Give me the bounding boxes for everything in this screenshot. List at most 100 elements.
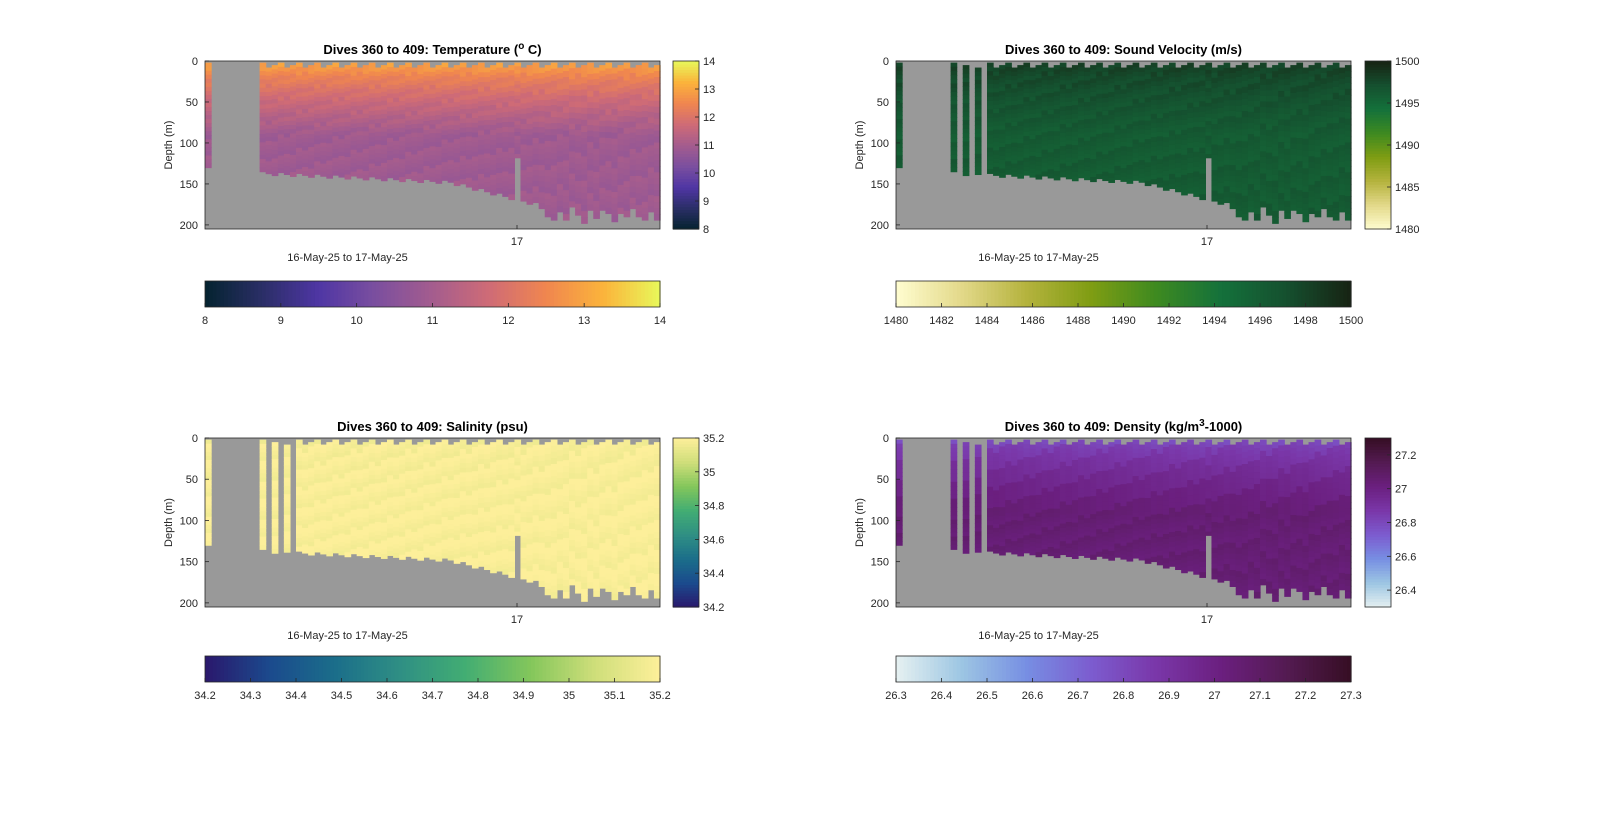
data-cell [496,464,503,471]
data-cell [411,453,418,459]
data-cell [350,171,358,177]
data-cell [1047,169,1055,175]
data-cell [283,100,291,106]
data-cell [635,111,643,119]
data-cell [314,101,321,107]
data-cell [496,92,503,99]
data-cell [302,490,309,496]
data-cell [441,494,449,500]
data-cell [411,536,418,542]
data-cell [1217,182,1225,189]
data-cell [387,98,394,104]
data-cell [453,74,461,80]
data-cell [465,458,473,464]
data-cell [641,129,649,136]
data-cell [1120,128,1128,134]
data-cell [508,70,515,77]
data-cell [1199,178,1206,185]
data-cell [374,161,382,167]
data-cell [478,67,485,73]
colorbar-swatch [673,189,699,194]
data-cell [435,115,443,121]
data-cell [478,498,485,504]
data-cell [332,136,340,142]
data-cell [538,203,546,210]
data-cell [526,458,534,465]
data-cell [387,510,394,516]
data-cell [514,476,522,481]
data-cell [380,509,388,515]
data-cell [332,66,340,72]
data-cell [1108,177,1115,183]
data-cell [387,519,394,525]
y-tick-label: 100 [871,138,889,150]
data-cell [1102,163,1109,169]
data-cell [1114,116,1122,122]
data-cell [496,142,503,149]
data-cell [526,107,534,114]
data-cell [1156,159,1164,165]
data-cell [259,439,267,445]
data-cell [271,116,279,121]
data-cell [1302,162,1310,169]
colorbar-swatch [515,281,521,307]
data-cell [502,549,509,555]
data-cell [332,170,340,176]
data-cell [1005,84,1012,89]
data-cell [405,466,412,472]
data-cell [435,451,443,457]
colorbar-swatch [288,281,293,307]
data-cell [1120,115,1128,121]
data-cell [447,546,455,552]
data-cell [1193,122,1200,128]
data-cell [271,544,279,550]
data-cell [1235,123,1243,130]
data-cell [259,66,267,72]
data-cell [1217,172,1225,179]
data-cell [562,136,570,144]
data-cell [344,69,352,75]
data-cell [1132,94,1140,100]
data-cell [326,485,333,491]
data-cell [520,542,528,549]
data-cell [374,131,382,137]
data-cell [1102,124,1109,129]
data-cell [635,135,643,142]
data-cell [471,122,479,129]
data-cell [987,156,994,162]
data-cell [399,132,406,138]
colorbar-swatch [673,170,699,174]
data-cell [496,505,503,511]
data-cell [441,130,449,136]
data-cell [496,72,503,79]
data-cell [1205,113,1213,119]
data-cell [1290,148,1297,155]
data-cell [332,452,340,458]
data-cell [1096,93,1103,99]
data-cell [399,460,406,466]
data-cell [1314,198,1322,206]
data-cell [896,115,903,120]
data-cell [271,137,279,143]
data-cell [350,114,358,120]
data-cell [544,88,552,95]
data-cell [587,79,594,86]
data-cell [1078,71,1085,77]
colorbar-swatch [322,281,327,307]
data-cell [447,107,455,113]
data-cell [326,143,333,149]
data-cell [484,555,491,561]
data-cell [526,129,534,136]
data-cell [569,123,576,130]
data-cell [496,127,503,134]
data-cell [1084,127,1091,133]
data-cell [362,521,370,528]
data-cell [1041,80,1049,86]
data-cell [1120,102,1128,108]
data-cell [478,556,485,562]
data-cell [1005,127,1012,132]
data-cell [350,123,358,129]
data-cell [380,131,388,137]
data-cell [1071,118,1079,124]
